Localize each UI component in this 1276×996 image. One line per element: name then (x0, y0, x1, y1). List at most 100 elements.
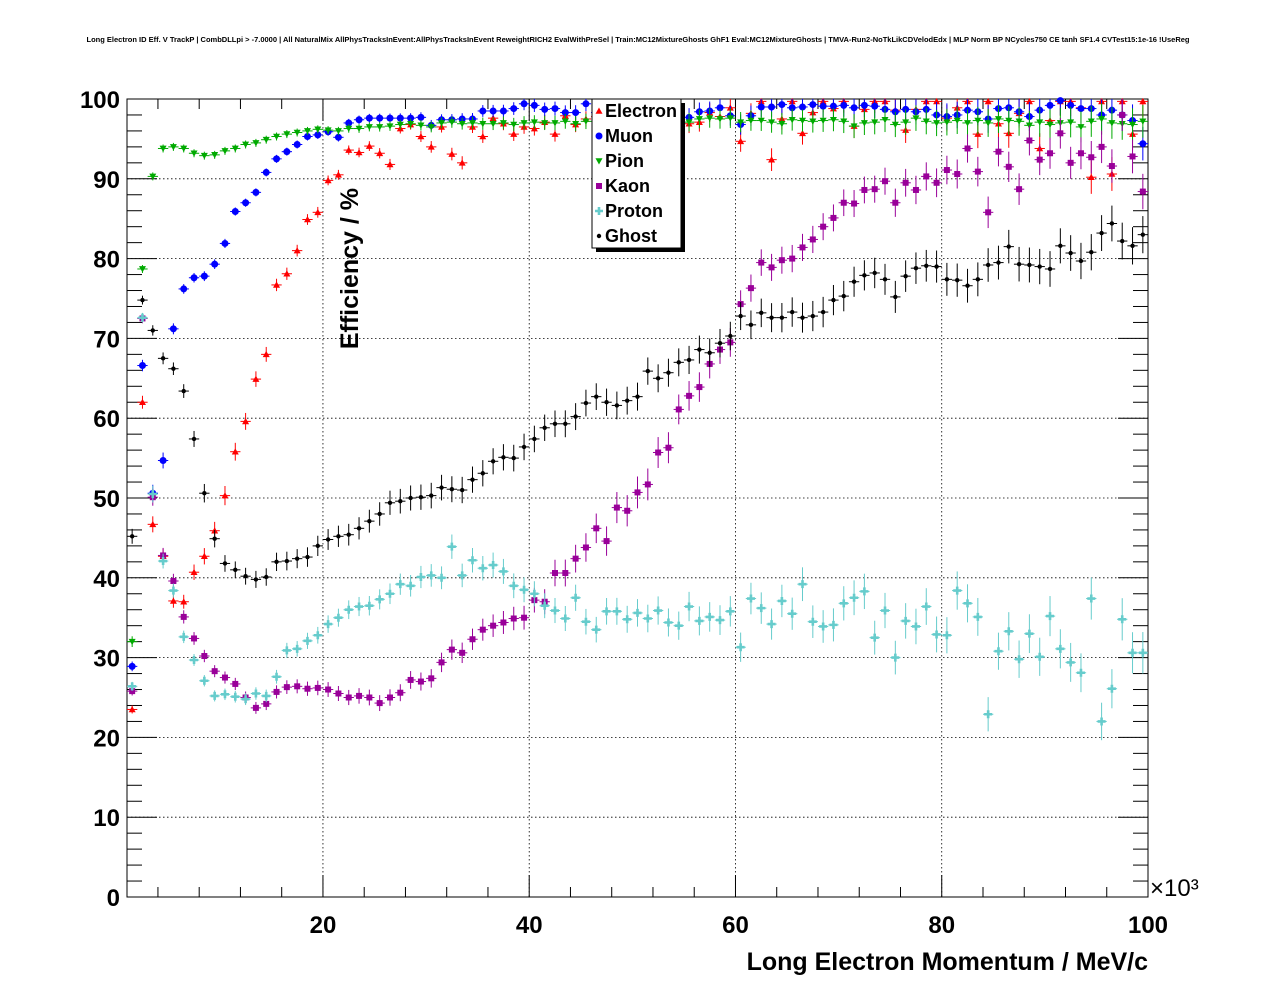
data-point-kaon (1047, 150, 1054, 157)
data-point-muon (303, 133, 311, 141)
data-point-proton (767, 620, 776, 629)
data-point-proton (561, 614, 570, 623)
data-point-pion (530, 119, 538, 126)
data-point-muon (809, 101, 817, 109)
data-point-pion (922, 118, 930, 125)
data-point-muon (396, 114, 404, 122)
data-point-pion (468, 120, 476, 127)
data-point-kaon (448, 646, 455, 653)
data-point-ghost (429, 493, 434, 498)
data-point-muon (417, 113, 425, 121)
data-point-proton (169, 586, 178, 595)
legend-entry-pion: Pion (595, 151, 644, 171)
data-point-electron (283, 270, 291, 277)
data-point-ghost (408, 495, 413, 501)
data-point-kaon (995, 148, 1002, 155)
data-point-proton (757, 604, 766, 613)
data-point-pion (768, 119, 776, 126)
data-point-kaon (624, 507, 631, 514)
data-point-kaon (593, 525, 600, 532)
y-tick-label: 10 (93, 805, 120, 832)
data-point-muon (871, 102, 879, 110)
data-point-pion (871, 119, 879, 126)
data-point-pion (572, 120, 580, 128)
data-point-ghost (697, 347, 702, 352)
data-point-muon (190, 274, 198, 282)
data-point-kaon (1057, 130, 1064, 137)
data-point-muon (1056, 97, 1064, 105)
data-point-electron (376, 149, 384, 157)
data-point-proton (602, 607, 611, 616)
data-point-muon (757, 103, 765, 111)
data-point-kaon (582, 544, 589, 551)
legend-marker-ghost (596, 233, 602, 239)
data-point-pion (479, 120, 487, 128)
data-point-kaon (1077, 150, 1084, 157)
data-point-proton (746, 594, 755, 603)
data-point-ghost (181, 388, 186, 394)
data-point-ghost (655, 376, 661, 381)
data-point-proton (324, 620, 333, 629)
data-point-proton (984, 710, 993, 719)
data-point-proton (550, 606, 559, 615)
data-point-electron (479, 133, 487, 140)
data-point-kaon (696, 384, 703, 391)
data-point-pion (252, 140, 260, 147)
data-point-ghost (789, 309, 795, 315)
data-point-electron (324, 176, 332, 184)
data-point-muon (510, 105, 518, 113)
data-point-muon (242, 199, 250, 207)
data-point-ghost (820, 309, 826, 315)
data-point-proton (788, 609, 797, 618)
data-point-ghost (1027, 262, 1032, 268)
data-point-ghost (893, 294, 898, 300)
data-point-kaon (840, 199, 847, 206)
data-point-pion (427, 124, 435, 131)
data-point-kaon (892, 199, 899, 206)
data-point-kaon (820, 223, 827, 230)
data-point-proton (138, 313, 147, 322)
data-point-kaon (1036, 156, 1043, 163)
data-point-proton (685, 602, 694, 611)
legend-label: Ghost (605, 226, 657, 246)
data-point-proton (850, 593, 859, 602)
data-point-pion (273, 133, 281, 141)
data-point-muon (788, 104, 796, 112)
data-point-ghost (1016, 261, 1022, 267)
data-point-proton (540, 601, 549, 610)
data-point-kaon (211, 668, 218, 675)
data-point-muon (407, 114, 415, 122)
data-point-pion (303, 128, 311, 135)
data-point-proton (581, 617, 590, 626)
data-point-kaon (397, 689, 404, 696)
data-point-ghost (140, 297, 145, 303)
data-point-muon (283, 148, 291, 156)
data-point-muon (159, 456, 167, 464)
data-point-ghost (996, 260, 1001, 265)
data-point-pion (221, 148, 229, 155)
data-point-ghost (666, 370, 671, 375)
data-point-ghost (1130, 243, 1135, 249)
data-point-proton (1066, 658, 1075, 667)
data-point-muon (376, 114, 384, 122)
data-point-kaon (830, 214, 837, 221)
data-point-ghost (583, 400, 589, 406)
data-point-pion (695, 116, 703, 123)
data-point-proton (994, 647, 1003, 656)
data-point-pion (458, 120, 466, 128)
data-point-electron (138, 398, 146, 406)
data-point-ghost (1006, 244, 1011, 249)
data-point-kaon (500, 619, 507, 626)
data-point-ghost (387, 500, 393, 505)
y-tick-label: 20 (93, 725, 120, 752)
data-point-pion (1087, 118, 1095, 125)
data-point-proton (489, 561, 498, 570)
data-point-proton (592, 625, 601, 634)
data-point-proton (509, 581, 518, 590)
data-point-kaon (304, 685, 311, 692)
legend-label: Electron (605, 101, 677, 121)
data-point-ghost (325, 537, 331, 542)
data-point-proton (1087, 594, 1096, 603)
data-point-pion (231, 145, 239, 152)
y-tick-label: 60 (93, 406, 120, 433)
